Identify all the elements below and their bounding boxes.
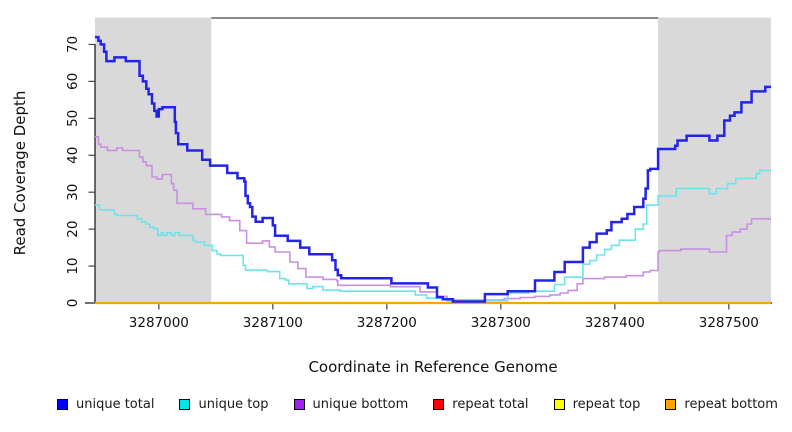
legend-swatch-unique-top [179,399,191,410]
legend: unique total unique top unique bottom repea… [0,397,792,412]
legend-label: repeat total [452,397,529,412]
y-tick-label: 60 [65,73,81,90]
legend-item: unique total [57,397,154,412]
legend-swatch-repeat-top [553,399,565,410]
plot-area: 3287000 3287100 3287200 3287300 3287400 32875… [65,17,772,331]
legend-swatch-unique-bottom [293,399,305,410]
legend-label: repeat top [572,397,641,412]
y-tick-label: 10 [65,257,81,274]
y-tick-label: 20 [65,221,81,238]
legend-item: repeat bottom [665,397,778,412]
shaded-region [95,17,212,303]
legend-swatch-unique-total [57,399,68,410]
series-unique-total [95,35,771,303]
series-unique-top [95,169,771,302]
y-axis-title: Read Coverage Depth [11,91,29,256]
y-tick-label: 50 [65,110,81,127]
x-tick-label: 3287500 [699,315,759,331]
x-tick-label: 3287300 [471,315,531,331]
legend-label: unique total [76,397,155,412]
legend-item: repeat total [433,397,529,412]
x-tick-label: 3287200 [357,315,417,331]
y-tick-label: 30 [65,184,81,201]
x-tick-label: 3287000 [129,315,189,331]
shaded-region [658,17,771,303]
y-tick-label: 0 [65,299,81,308]
y-tick-label: 40 [65,147,81,164]
legend-item: unique bottom [293,397,409,412]
legend-item: repeat top [553,397,641,412]
series-unique-bottom [95,136,771,301]
coverage-depth-chart: 3287000 3287100 3287200 3287300 3287400 32875… [11,17,772,376]
legend-swatch-repeat-bottom [665,399,677,410]
x-tick-label: 3287100 [243,315,303,331]
legend-swatch-repeat-total [433,399,445,410]
x-axis-title: Coordinate in Reference Genome [308,358,557,376]
legend-label: repeat bottom [684,397,778,412]
x-tick-label: 3287400 [585,315,645,331]
legend-label: unique bottom [312,397,409,412]
legend-label: unique top [198,397,269,412]
legend-item: unique top [179,397,269,412]
y-tick-label: 70 [65,36,81,53]
